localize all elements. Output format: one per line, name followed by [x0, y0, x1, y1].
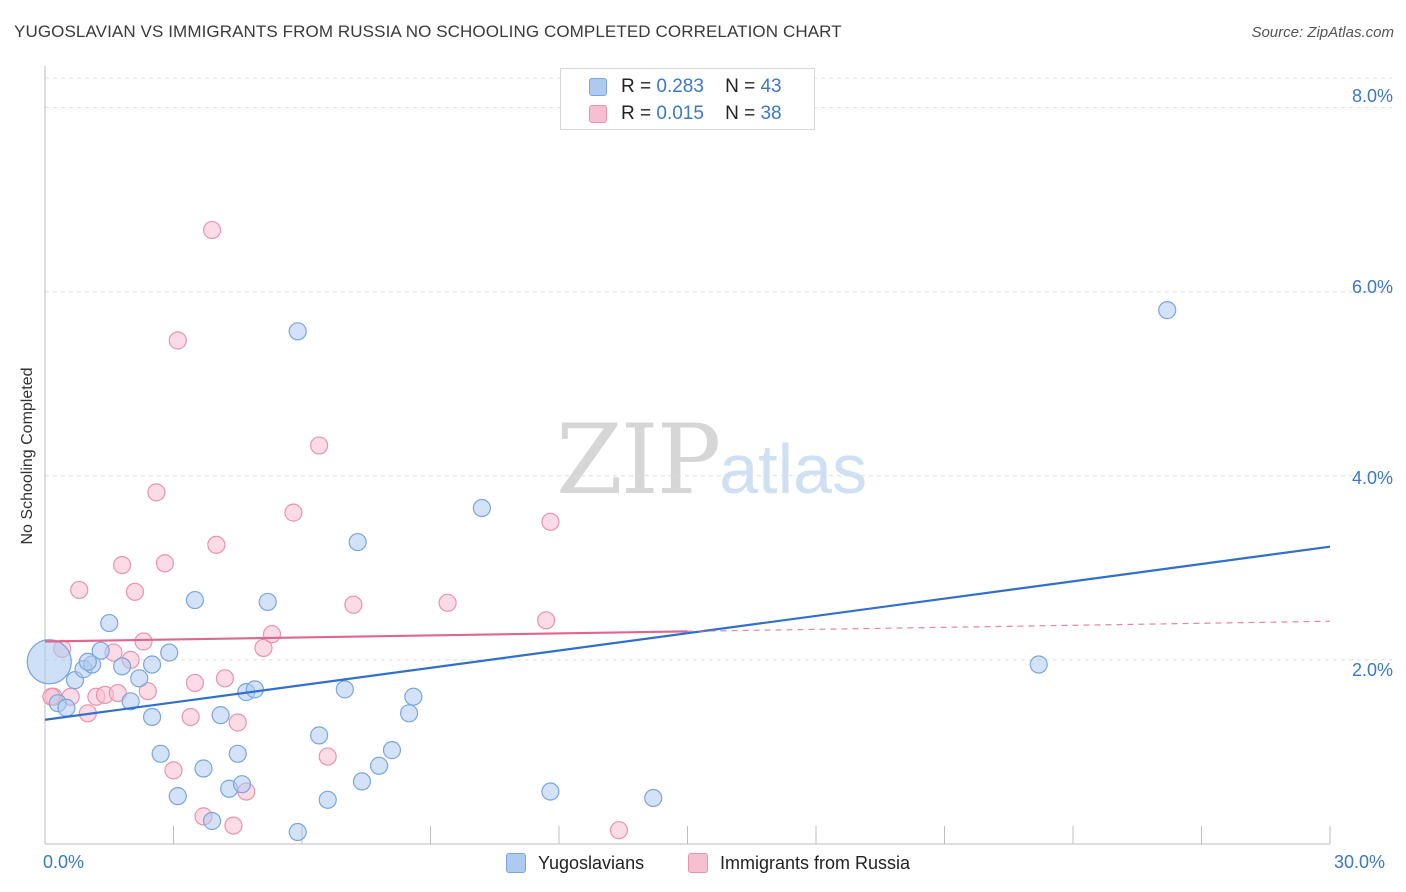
data-point-yugoslavian [78, 652, 97, 671]
data-point-yugoslavian [258, 592, 277, 612]
data-point-yugoslavian [232, 775, 252, 794]
data-point-yugoslavian [202, 811, 222, 831]
legend-n-value: 38 [760, 103, 782, 124]
y-tick-label-4: 4.0% [1351, 468, 1393, 488]
data-point-russia [310, 436, 329, 455]
data-point-russia [138, 682, 157, 701]
trend-line-russia [44, 630, 688, 643]
data-point-yugoslavian [100, 613, 119, 633]
data-point-yugoslavian [399, 704, 419, 723]
watermark-atlas: atlas [719, 430, 868, 508]
y-tick-label-8: 8.0% [1351, 86, 1393, 106]
data-point-yugoslavian [370, 756, 389, 775]
watermark: ZIPatlas [556, 404, 867, 516]
data-point-yugoslavian [194, 759, 213, 778]
data-point-russia [134, 632, 153, 651]
x-tick-label-max: 30.0% [1334, 852, 1386, 872]
data-point-yugoslavian [142, 707, 162, 727]
data-point-yugoslavian [142, 655, 162, 674]
data-point-yugoslavian [472, 498, 491, 518]
data-point-russia [207, 535, 226, 554]
data-point-russia [438, 593, 457, 612]
data-point-yugoslavian [318, 790, 337, 809]
source-credit: Source: ZipAtlas.com [1251, 24, 1394, 41]
data-point-russia [125, 582, 145, 601]
data-point-russia [609, 821, 629, 840]
trend-line-yugoslavian [44, 545, 1331, 721]
data-point-russia [108, 683, 127, 703]
legend-n-value: 43 [760, 76, 782, 97]
data-point-russia [70, 580, 89, 600]
x-tick-label-min: 0.0% [43, 852, 85, 872]
bottom-legend-swatch-yugoslavians [506, 853, 526, 873]
data-point-yugoslavian [121, 692, 140, 711]
data-point-russia [147, 483, 166, 502]
data-point-yugoslavian [91, 641, 110, 660]
legend-r-label: R = [621, 76, 652, 97]
data-point-yugoslavian [288, 322, 307, 341]
legend-swatch-yugoslavians [589, 78, 607, 96]
data-point-yugoslavian [57, 698, 76, 717]
data-point-russia [344, 595, 363, 614]
data-point-yugoslavian [26, 639, 72, 685]
data-point-yugoslavian [541, 782, 560, 801]
data-point-russia [224, 816, 243, 835]
legend-n-label: N = [725, 103, 756, 124]
data-point-yugoslavian [151, 744, 170, 763]
watermark-zip: ZIP [556, 404, 721, 516]
trend-line-extension-russia [687, 620, 1331, 632]
data-point-yugoslavian [185, 590, 205, 610]
data-point-yugoslavian [112, 657, 132, 676]
legend-r-label: R = [621, 103, 652, 124]
data-point-yugoslavian [352, 772, 372, 791]
data-point-russia [155, 554, 175, 573]
data-point-yugoslavian [382, 741, 402, 760]
data-point-russia [262, 625, 282, 644]
legend-swatch-russia [589, 105, 607, 123]
y-tick-label-2: 2.0% [1351, 660, 1393, 680]
y-tick-label-6: 6.0% [1351, 277, 1393, 297]
data-point-yugoslavian [644, 788, 663, 808]
data-point-yugoslavian [160, 643, 179, 662]
bottom-legend-label-yugoslavians: Yugoslavians [538, 853, 645, 873]
data-point-yugoslavian [130, 669, 149, 688]
data-point-yugoslavian [310, 726, 329, 745]
data-point-russia [318, 747, 337, 766]
legend-n-label: N = [725, 76, 756, 97]
data-point-yugoslavian [228, 744, 247, 763]
data-point-russia [284, 503, 303, 522]
data-point-russia [164, 761, 183, 780]
data-point-russia [168, 331, 187, 350]
data-point-yugoslavian [335, 680, 354, 699]
legend-r-value: 0.015 [656, 103, 704, 124]
data-point-yugoslavian [1158, 301, 1177, 320]
data-point-yugoslavian [288, 822, 307, 842]
data-point-russia [215, 669, 234, 688]
data-point-yugoslavian [1029, 655, 1048, 674]
chart-title: YUGOSLAVIAN VS IMMIGRANTS FROM RUSSIA NO… [14, 22, 842, 41]
stats-legend: R = 0.283 N = 43 R = 0.015 N = 38 [560, 68, 815, 130]
data-point-yugoslavian [211, 706, 230, 725]
bottom-legend-label-russia: Immigrants from Russia [720, 853, 911, 873]
data-point-russia [202, 220, 222, 240]
data-point-yugoslavian [245, 680, 264, 699]
data-point-russia [185, 673, 205, 693]
data-point-russia [537, 611, 556, 630]
legend-r-value: 0.283 [656, 76, 704, 97]
data-point-yugoslavian [348, 532, 367, 552]
data-point-russia [112, 555, 132, 575]
data-point-yugoslavian [404, 687, 423, 706]
bottom-legend-swatch-russia [688, 853, 708, 873]
data-point-russia [181, 707, 200, 727]
data-point-russia [541, 512, 560, 531]
data-point-russia [254, 638, 273, 658]
data-point-yugoslavian [168, 787, 187, 806]
data-point-russia [228, 713, 247, 732]
